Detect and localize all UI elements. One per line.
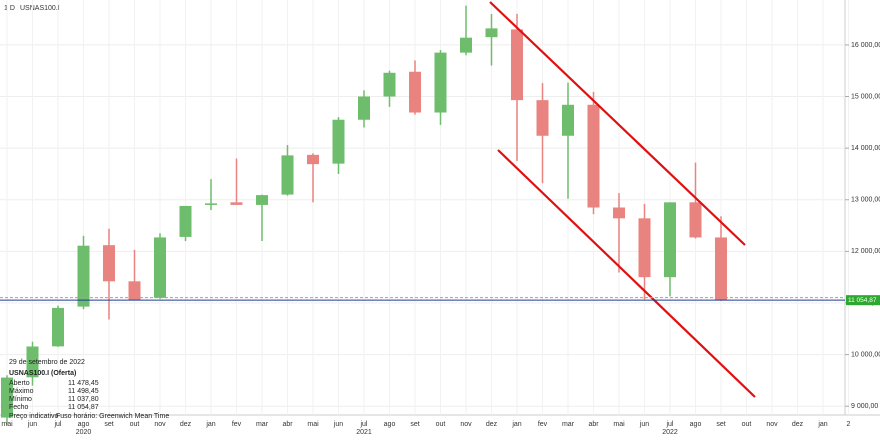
candle-body [562,104,574,136]
y-tick-label: 14 000,00 [851,145,880,152]
x-tick-label: fev [232,421,242,428]
x-tick-label: mai [613,421,625,428]
info-label: Fecho [9,404,29,411]
year-label: 2022 [662,429,678,435]
info-footer: Fuso horário: Greenwich Mean Time [56,413,169,420]
timeframe: 1 D [4,5,15,12]
info-value: 11 054,87 [68,404,99,411]
x-tick-label: mai [1,421,13,428]
candle-body [103,245,115,282]
x-tick-label: 2 [847,421,851,428]
x-tick-label: out [130,421,140,428]
x-tick-label: ago [384,421,396,428]
candle-body [460,37,472,53]
y-tick-label: 16 000,00 [851,42,880,49]
x-tick-label: fev [538,421,548,428]
x-tick-label: jan [817,421,827,428]
candle-body [358,96,370,120]
x-tick-label: dez [486,421,498,428]
info-value: 11 498,45 [68,388,99,395]
info-value: 11 037,80 [68,396,99,403]
candle-body [205,203,217,205]
info-footer: Preço indicativo [9,413,59,420]
candle-body [409,71,421,113]
x-tick-label: out [742,421,752,428]
channel-lower [497,149,756,398]
x-tick-label: set [104,421,113,428]
x-tick-label: jun [639,421,649,428]
x-tick-label: nov [766,421,778,428]
candle-body [715,237,727,301]
candle-body [307,154,319,165]
candle-body [77,245,90,307]
x-tick-label: ago [690,421,702,428]
x-tick-label: jan [205,421,215,428]
candle-body [613,207,625,219]
candle-body [689,202,702,238]
info-box: 29 de setembro de 2022 USNAS100.I (Ofert… [9,359,169,420]
candle-body [638,218,651,278]
candle-body [230,202,243,205]
candle-body [128,281,141,301]
info-date: 29 de setembro de 2022 [9,359,85,366]
x-tick-label: ago [78,421,90,428]
x-tick-label: abr [588,421,599,428]
candle-body [281,155,294,195]
x-tick-label: jun [333,421,343,428]
last-price-label: 11 054,87 [848,297,877,304]
symbol: USNAS100.I [20,5,60,12]
y-tick-label: 9 000,00 [851,403,878,410]
info-label: Máximo [9,388,34,395]
year-label: 2021 [356,429,372,435]
info-label: Mínimo [9,396,32,403]
x-tick-label: jan [511,421,521,428]
candle-body [383,72,396,97]
candle-body [511,29,523,101]
candle-body [587,104,600,208]
candle-body [52,307,64,347]
candle-body [332,119,345,164]
x-tick-label: set [410,421,419,428]
x-tick-label: nov [154,421,166,428]
x-tick-label: mar [256,421,269,428]
info-value: 11 478,45 [68,380,99,387]
x-tick-label: set [716,421,725,428]
x-tick-label: out [436,421,446,428]
x-tick-label: nov [460,421,472,428]
candle-body [179,205,192,237]
plot-area [0,0,849,425]
y-tick-label: 12 000,00 [851,248,880,255]
channel-upper [489,1,746,246]
candle-body [664,202,676,278]
y-tick-label: 10 000,00 [851,351,880,358]
last-price-box [846,295,880,306]
candle-body [1,377,13,418]
x-tick-label: mai [307,421,319,428]
x-tick-label: dez [180,421,192,428]
candle-body [485,28,498,38]
info-title: USNAS100.I (Oferta) [9,370,76,377]
info-label: Aberto [9,380,30,387]
x-tick-label: jul [53,421,61,428]
x-tick-label: jul [665,421,673,428]
candle-body [26,346,39,378]
candle-body [256,195,268,205]
x-tick-label: jul [359,421,367,428]
x-tick-label: abr [282,421,293,428]
x-tick-label: dez [792,421,804,428]
year-label: 2020 [76,429,92,435]
y-tick-label: 15 000,00 [851,93,880,100]
x-tick-label: mar [562,421,575,428]
candle-body [536,100,549,136]
y-tick-label: 13 000,00 [851,197,880,204]
candle-body [154,237,166,298]
candle-body [434,52,447,113]
x-tick-label: jun [27,421,37,428]
